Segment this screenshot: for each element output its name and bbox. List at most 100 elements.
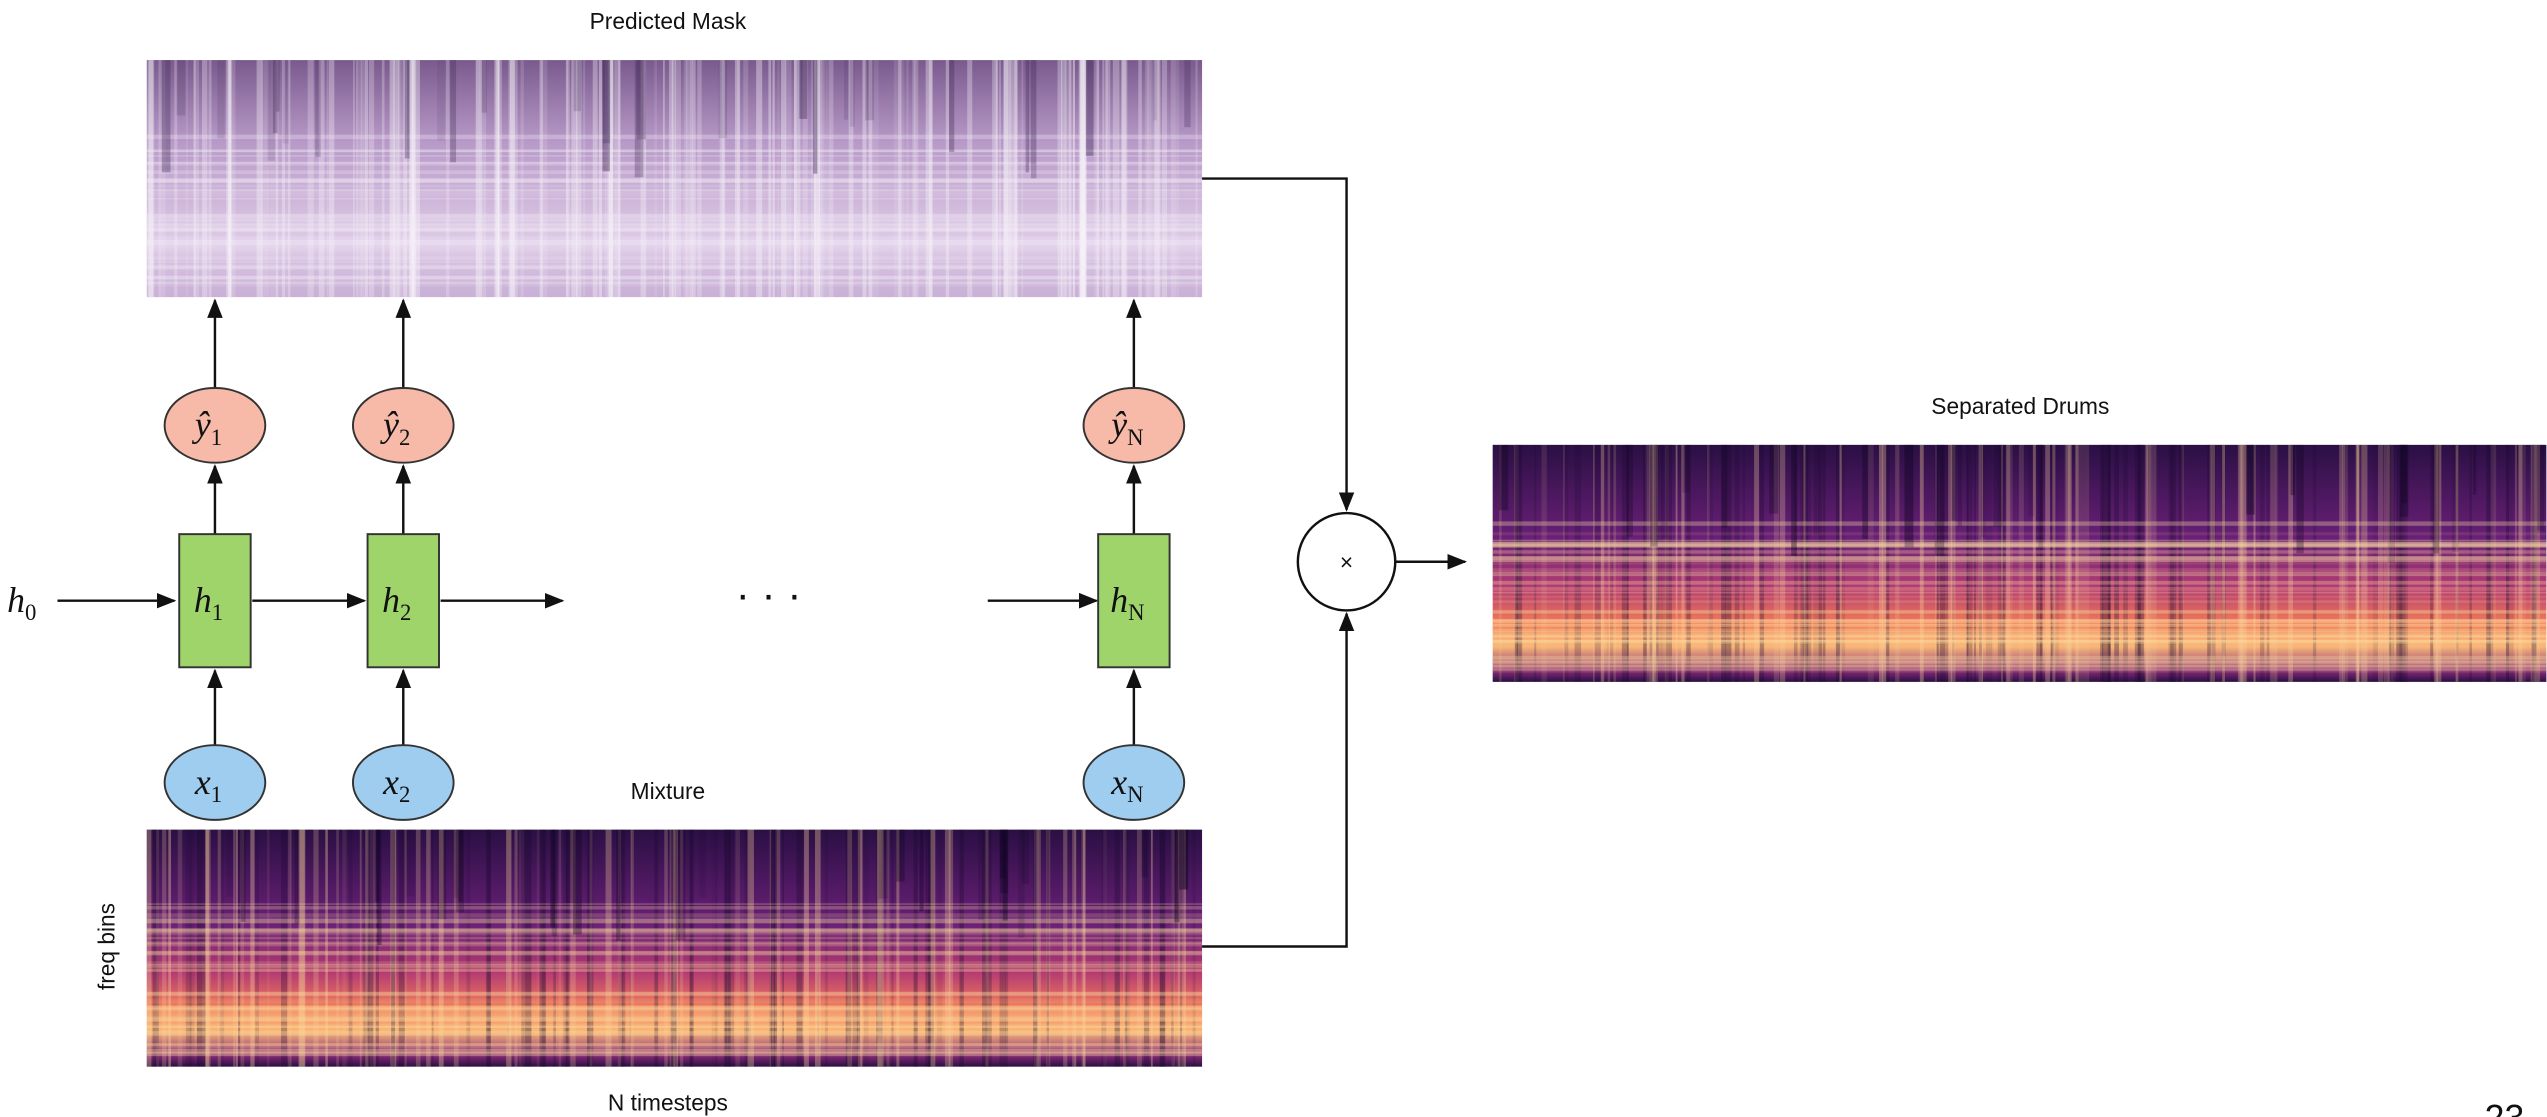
texture bbox=[878, 830, 887, 899]
var: x bbox=[1110, 762, 1127, 802]
texture bbox=[147, 276, 1202, 279]
texture bbox=[1493, 664, 2547, 667]
texture bbox=[147, 282, 1202, 285]
subscript: 2 bbox=[399, 782, 410, 807]
texture bbox=[177, 60, 186, 115]
texture bbox=[664, 830, 668, 1067]
texture bbox=[147, 261, 1202, 264]
texture bbox=[147, 1006, 1202, 1010]
texture bbox=[2028, 445, 2034, 516]
texture bbox=[1031, 60, 1036, 178]
texture bbox=[1905, 445, 1914, 548]
texture bbox=[313, 830, 318, 1067]
texture bbox=[438, 830, 447, 920]
subscript: 1 bbox=[211, 782, 222, 807]
texture bbox=[1072, 830, 1074, 1067]
texture bbox=[238, 830, 240, 1067]
texture bbox=[178, 830, 183, 1067]
texture bbox=[147, 150, 1202, 152]
connector bbox=[1202, 614, 1346, 947]
ellipsis: · · · bbox=[736, 571, 802, 618]
texture bbox=[1153, 60, 1157, 120]
texture bbox=[631, 830, 634, 1067]
texture bbox=[147, 247, 1202, 251]
texture bbox=[1721, 445, 1727, 528]
texture bbox=[945, 830, 951, 1067]
texture bbox=[2537, 445, 2544, 530]
texture bbox=[147, 919, 1202, 924]
texture bbox=[506, 830, 511, 1067]
texture bbox=[147, 214, 1202, 218]
texture bbox=[147, 913, 1202, 917]
texture bbox=[712, 830, 716, 1067]
texture bbox=[147, 964, 1202, 968]
texture bbox=[281, 830, 287, 1067]
texture bbox=[550, 830, 555, 928]
texture bbox=[1022, 830, 1029, 884]
texture bbox=[233, 830, 235, 1067]
texture bbox=[162, 60, 171, 172]
texture bbox=[153, 830, 159, 1067]
texture bbox=[559, 830, 562, 1067]
texture bbox=[147, 178, 1202, 182]
var: ŷ bbox=[192, 405, 211, 445]
texture bbox=[467, 830, 471, 1067]
texture bbox=[147, 198, 1202, 200]
texture bbox=[168, 830, 171, 1067]
texture bbox=[1493, 661, 2547, 665]
texture bbox=[2473, 445, 2476, 495]
texture bbox=[1493, 610, 2547, 613]
var: h bbox=[7, 580, 25, 620]
texture bbox=[450, 60, 456, 162]
texture bbox=[715, 830, 717, 1067]
texture bbox=[1650, 445, 1658, 547]
texture bbox=[1993, 445, 2002, 527]
texture bbox=[2038, 445, 2043, 548]
texture bbox=[220, 830, 225, 1067]
texture bbox=[920, 830, 924, 912]
texture bbox=[574, 60, 581, 111]
texture bbox=[1086, 60, 1094, 156]
texture bbox=[566, 830, 575, 903]
texture bbox=[654, 830, 658, 1067]
texture bbox=[1493, 592, 2547, 594]
texture bbox=[782, 830, 784, 1067]
texture bbox=[147, 221, 1202, 226]
texture bbox=[670, 830, 672, 1067]
texture bbox=[147, 236, 1202, 239]
texture bbox=[1493, 669, 2547, 673]
texture bbox=[147, 251, 1202, 255]
texture bbox=[847, 830, 852, 1067]
initial-state: h0 bbox=[7, 580, 36, 625]
var: x bbox=[382, 762, 399, 802]
mixture-title: Mixture bbox=[631, 778, 705, 804]
texture bbox=[1952, 445, 1957, 521]
texture bbox=[725, 830, 731, 1067]
connector bbox=[1202, 179, 1346, 510]
texture bbox=[949, 60, 954, 152]
var: ŷ bbox=[380, 405, 399, 445]
texture bbox=[796, 830, 802, 1067]
texture bbox=[813, 60, 817, 174]
texture bbox=[1034, 830, 1039, 1067]
texture bbox=[1125, 830, 1129, 1067]
texture bbox=[283, 60, 289, 144]
texture bbox=[405, 60, 410, 158]
texture bbox=[186, 830, 192, 1067]
texture bbox=[1151, 830, 1153, 1067]
texture bbox=[147, 933, 1202, 935]
var: ŷ bbox=[1108, 405, 1127, 445]
texture bbox=[1661, 445, 1668, 539]
texture bbox=[375, 830, 380, 902]
texture bbox=[437, 60, 445, 141]
texture bbox=[342, 830, 346, 1067]
texture bbox=[891, 830, 893, 1067]
texture bbox=[236, 830, 238, 1067]
subscript: 2 bbox=[399, 425, 410, 450]
texture bbox=[937, 830, 942, 1067]
texture bbox=[147, 265, 1202, 269]
subscript: 1 bbox=[211, 425, 222, 450]
texture bbox=[416, 830, 421, 1067]
texture bbox=[1142, 830, 1148, 877]
subscript: 0 bbox=[25, 600, 36, 625]
